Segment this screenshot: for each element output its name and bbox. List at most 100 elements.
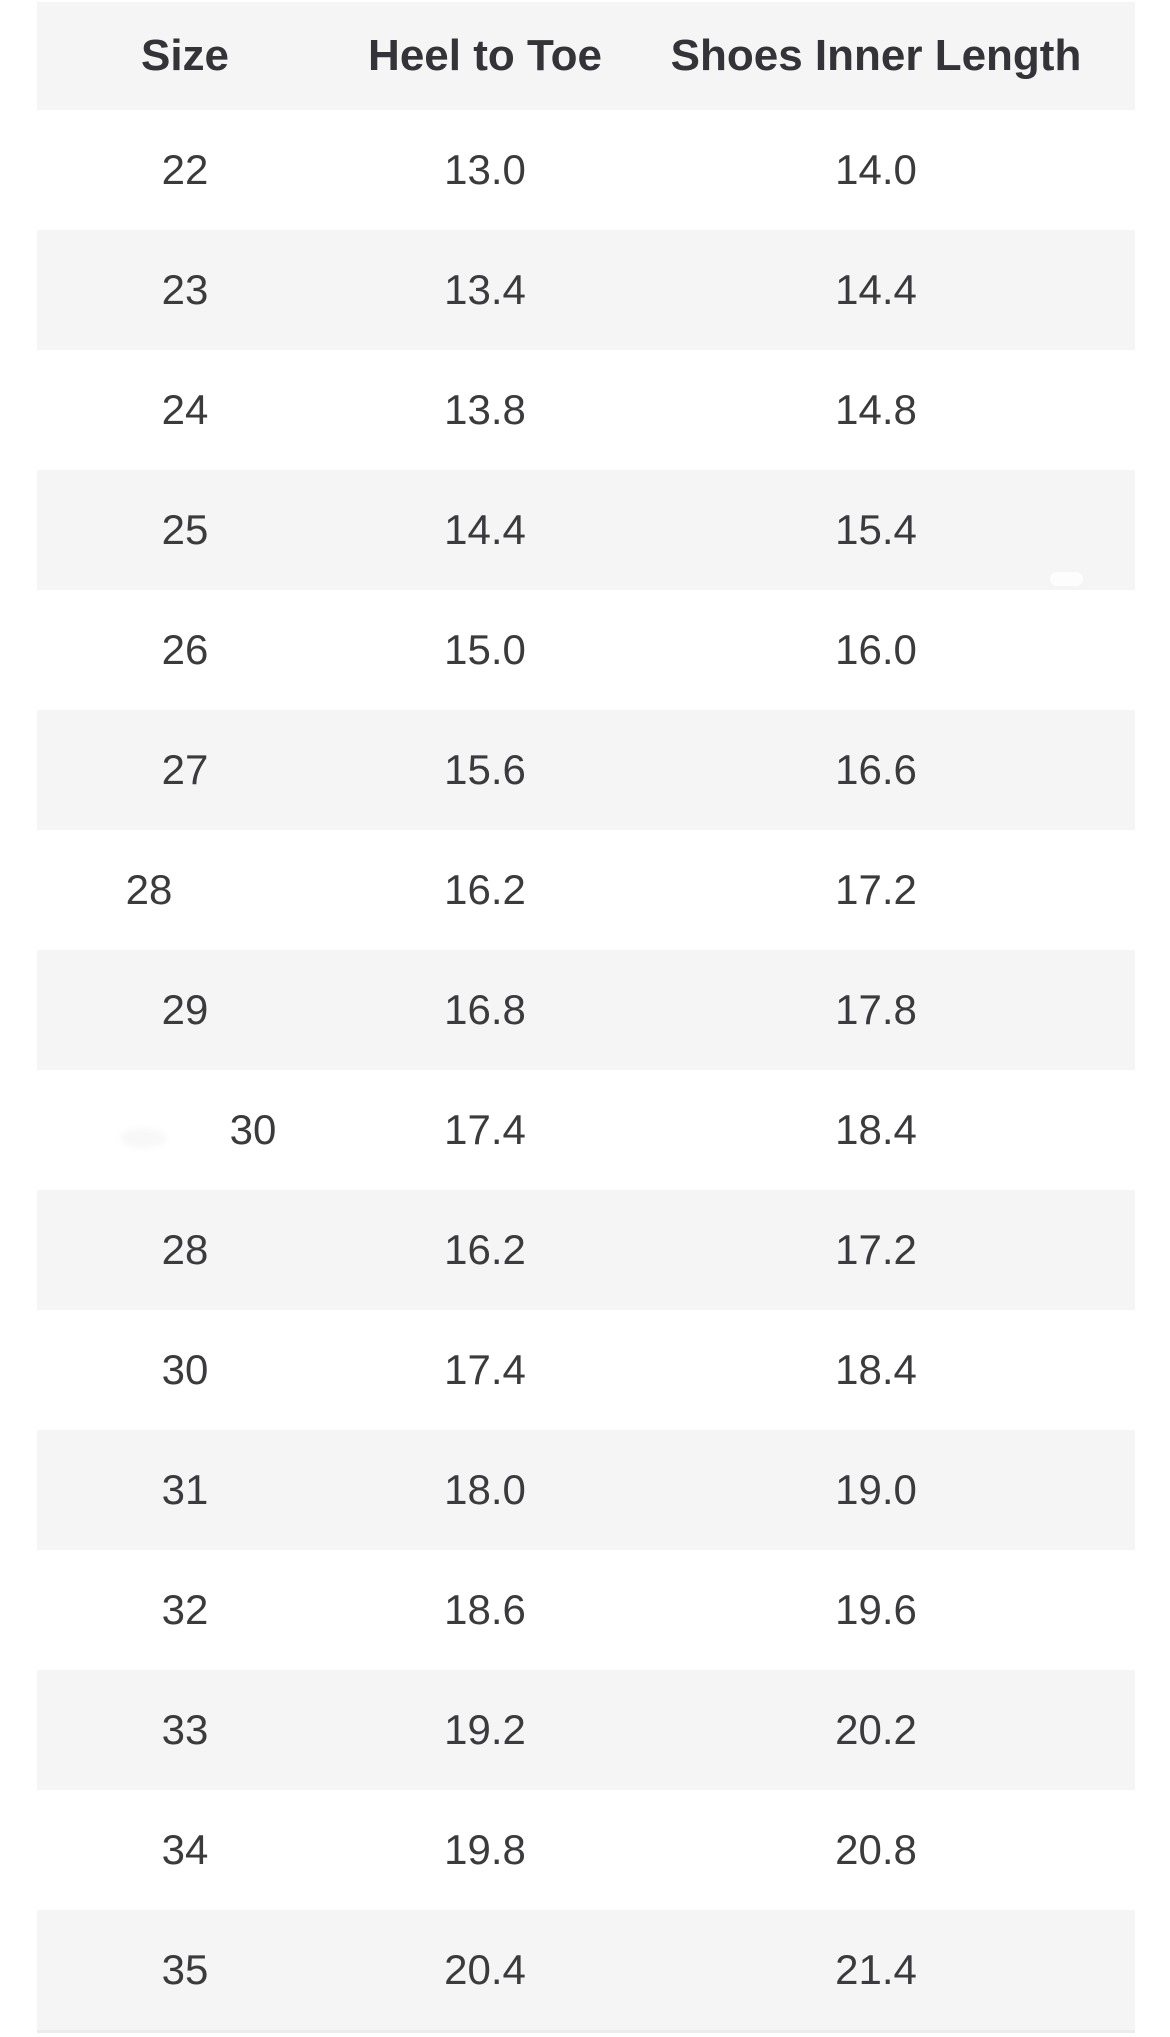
cell-value: 30 [161,1346,209,1393]
cell-value: 14.8 [835,386,917,433]
table-cell-inner: 18.4 [637,1349,1115,1391]
cell-value: 17.4 [444,1106,526,1153]
cell-value: 16.2 [444,866,526,913]
table-row: 22 13.0 14.0 [37,110,1135,230]
cell-value: 17.8 [835,986,917,1033]
table-cell-size: 31 [37,1469,333,1511]
cell-value: 16.8 [444,986,526,1033]
table-row: 27 15.6 16.6 [37,710,1135,830]
table-row: 26 15.0 16.0 [37,590,1135,710]
table-row: 25 14.4 15.4 [37,470,1135,590]
cell-value: 30 [229,1106,277,1153]
cell-value: 15.6 [444,746,526,793]
cell-value: 19.8 [444,1826,526,1873]
table-cell-inner: 20.2 [637,1709,1115,1751]
table-cell-inner: 17.2 [637,1229,1115,1271]
table-row: 29 16.8 17.8 [37,950,1135,1070]
cell-value: 19.2 [444,1706,526,1753]
table-cell-heel: 13.4 [333,269,637,311]
cell-value: 23 [161,266,209,313]
cell-value: 17.2 [835,866,917,913]
cell-value: 26 [161,626,209,673]
white-pill-artifact [1050,572,1083,586]
cell-value: 25 [161,506,209,553]
cell-value: 32 [161,1586,209,1633]
cell-value: 34 [161,1826,209,1873]
table-cell-inner: 14.4 [637,269,1115,311]
smudge-artifact [120,1128,166,1148]
table-header-row: Size Heel to Toe Shoes Inner Length [37,2,1135,110]
cell-value: 19.6 [835,1586,917,1633]
table-cell-size: 24 [37,389,333,431]
cell-value: 28 [161,1226,209,1273]
cell-value: 13.8 [444,386,526,433]
table-cell-size: 26 [37,629,333,671]
table-cell-inner: 18.4 [637,1109,1115,1151]
cell-value: 18.4 [835,1106,917,1153]
table-cell-heel: 15.6 [333,749,637,791]
table-cell-heel: 19.8 [333,1829,637,1871]
table-cell-size: 23 [37,269,333,311]
cell-value: 16.2 [444,1226,526,1273]
table-row: 34 19.8 20.8 [37,1790,1135,1910]
table-cell-size: 27 [37,749,333,791]
table-cell-inner: 15.4 [637,509,1115,551]
table-cell-heel: 18.6 [333,1589,637,1631]
column-header-heel-to-toe: Heel to Toe [368,31,602,80]
table-cell-size: 30 [37,1349,333,1391]
cell-value: 31 [161,1466,209,1513]
table-cell-heel: 13.8 [333,389,637,431]
cell-value: 17.2 [835,1226,917,1273]
cell-value: 13.4 [444,266,526,313]
table-row: 35 20.4 21.4 [37,1910,1135,2033]
table-cell-inner: 17.2 [637,869,1115,911]
cell-value: 35 [161,1946,209,1993]
table-cell-heel: 16.2 [333,1229,637,1271]
table-cell-size: 28 [37,1229,333,1271]
table-cell-size: 33 [37,1709,333,1751]
table-cell-size: 28 [37,869,333,911]
table-row: 24 13.8 14.8 [37,350,1135,470]
table-body: 22 13.0 14.0 23 13.4 14.4 24 13.8 14.8 25 14.4 15.4… [37,110,1135,2033]
cell-value: 13.0 [444,146,526,193]
size-chart-table: Size Heel to Toe Shoes Inner Length 22 13… [37,2,1135,2033]
cell-value: 18.6 [444,1586,526,1633]
table-cell-heel: 17.4 [333,1349,637,1391]
cell-value: 33 [161,1706,209,1753]
cell-value: 18.0 [444,1466,526,1513]
table-cell-size: 30 [37,1109,333,1151]
table-cell-size: 32 [37,1589,333,1631]
table-row: 30 17.4 18.4 [37,1310,1135,1430]
table-row: 23 13.4 14.4 [37,230,1135,350]
cell-value: 27 [161,746,209,793]
table-cell-inner: 21.4 [637,1949,1115,1991]
cell-value: 14.4 [444,506,526,553]
table-cell-heel: 16.2 [333,869,637,911]
table-cell-heel: 17.4 [333,1109,637,1151]
table-cell-heel: 16.8 [333,989,637,1031]
cell-value: 16.6 [835,746,917,793]
table-cell-size: 29 [37,989,333,1031]
table-row: 28 16.2 17.2 [37,1190,1135,1310]
cell-value: 15.0 [444,626,526,673]
table-cell-inner: 16.6 [637,749,1115,791]
table-cell-heel: 15.0 [333,629,637,671]
table-cell-heel: 20.4 [333,1949,637,1991]
table-cell-size: 25 [37,509,333,551]
table-row: 31 18.0 19.0 [37,1430,1135,1550]
table-cell-size: 35 [37,1949,333,1991]
cell-value: 20.8 [835,1826,917,1873]
table-cell-inner: 16.0 [637,629,1115,671]
table-cell-size: 22 [37,149,333,191]
cell-value: 21.4 [835,1946,917,1993]
cell-value: 20.2 [835,1706,917,1753]
table-cell-heel: 13.0 [333,149,637,191]
table-cell-heel: 19.2 [333,1709,637,1751]
table-row: 33 19.2 20.2 [37,1670,1135,1790]
table-cell-inner: 17.8 [637,989,1115,1031]
table-cell-heel: 14.4 [333,509,637,551]
table-cell-heel: 18.0 [333,1469,637,1511]
cell-value: 17.4 [444,1346,526,1393]
cell-value: 15.4 [835,506,917,553]
